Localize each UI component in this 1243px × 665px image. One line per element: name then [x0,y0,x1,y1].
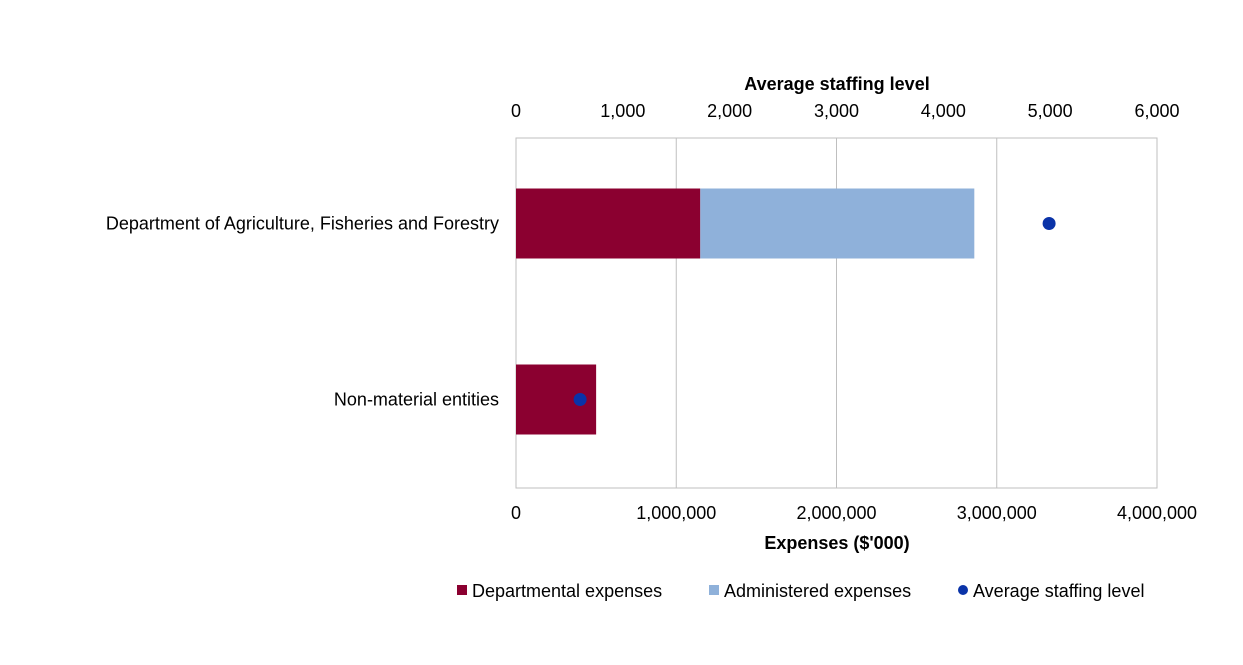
bottom-tick-label: 3,000,000 [957,503,1037,523]
bottom-tick-label: 2,000,000 [796,503,876,523]
legend-item: Average staffing level [958,581,1144,601]
top-tick-label: 2,000 [707,101,752,121]
staffing-point [1042,217,1056,230]
top-tick-label: 4,000 [921,101,966,121]
category-label: Department of Agriculture, Fisheries and… [106,214,499,234]
legend-swatch [457,585,467,595]
top-tick-label: 0 [511,101,521,121]
bottom-tick-label: 0 [511,503,521,523]
bottom-tick-label: 4,000,000 [1117,503,1197,523]
legend-swatch [709,585,719,595]
legend-label: Administered expenses [724,581,911,601]
top-tick-label: 5,000 [1028,101,1073,121]
legend-label: Average staffing level [973,581,1144,601]
legend-item: Departmental expenses [457,581,662,601]
bottom-axis-title: Expenses ($'000) [764,533,909,553]
legend-label: Departmental expenses [472,581,662,601]
bar-administered-expenses [700,188,975,259]
bars [516,188,975,435]
top-axis-title: Average staffing level [744,74,929,94]
bottom-axis-ticks: 0 1,000,000 2,000,000 3,000,000 4,000,000 [511,503,1197,523]
staffing-points [573,217,1056,406]
top-tick-label: 3,000 [814,101,859,121]
legend-marker [958,585,968,595]
top-tick-label: 6,000 [1134,101,1179,121]
bottom-tick-label: 1,000,000 [636,503,716,523]
bar-departmental-expenses [516,188,701,259]
top-axis-ticks: 0 1,000 2,000 3,000 4,000 5,000 6,000 [511,101,1180,121]
legend-item: Administered expenses [709,581,911,601]
legend: Departmental expenses Administered expens… [457,581,1144,601]
category-labels: Department of Agriculture, Fisheries and… [106,214,499,410]
category-label: Non-material entities [334,390,499,410]
staffing-point [573,393,587,406]
top-tick-label: 1,000 [600,101,645,121]
